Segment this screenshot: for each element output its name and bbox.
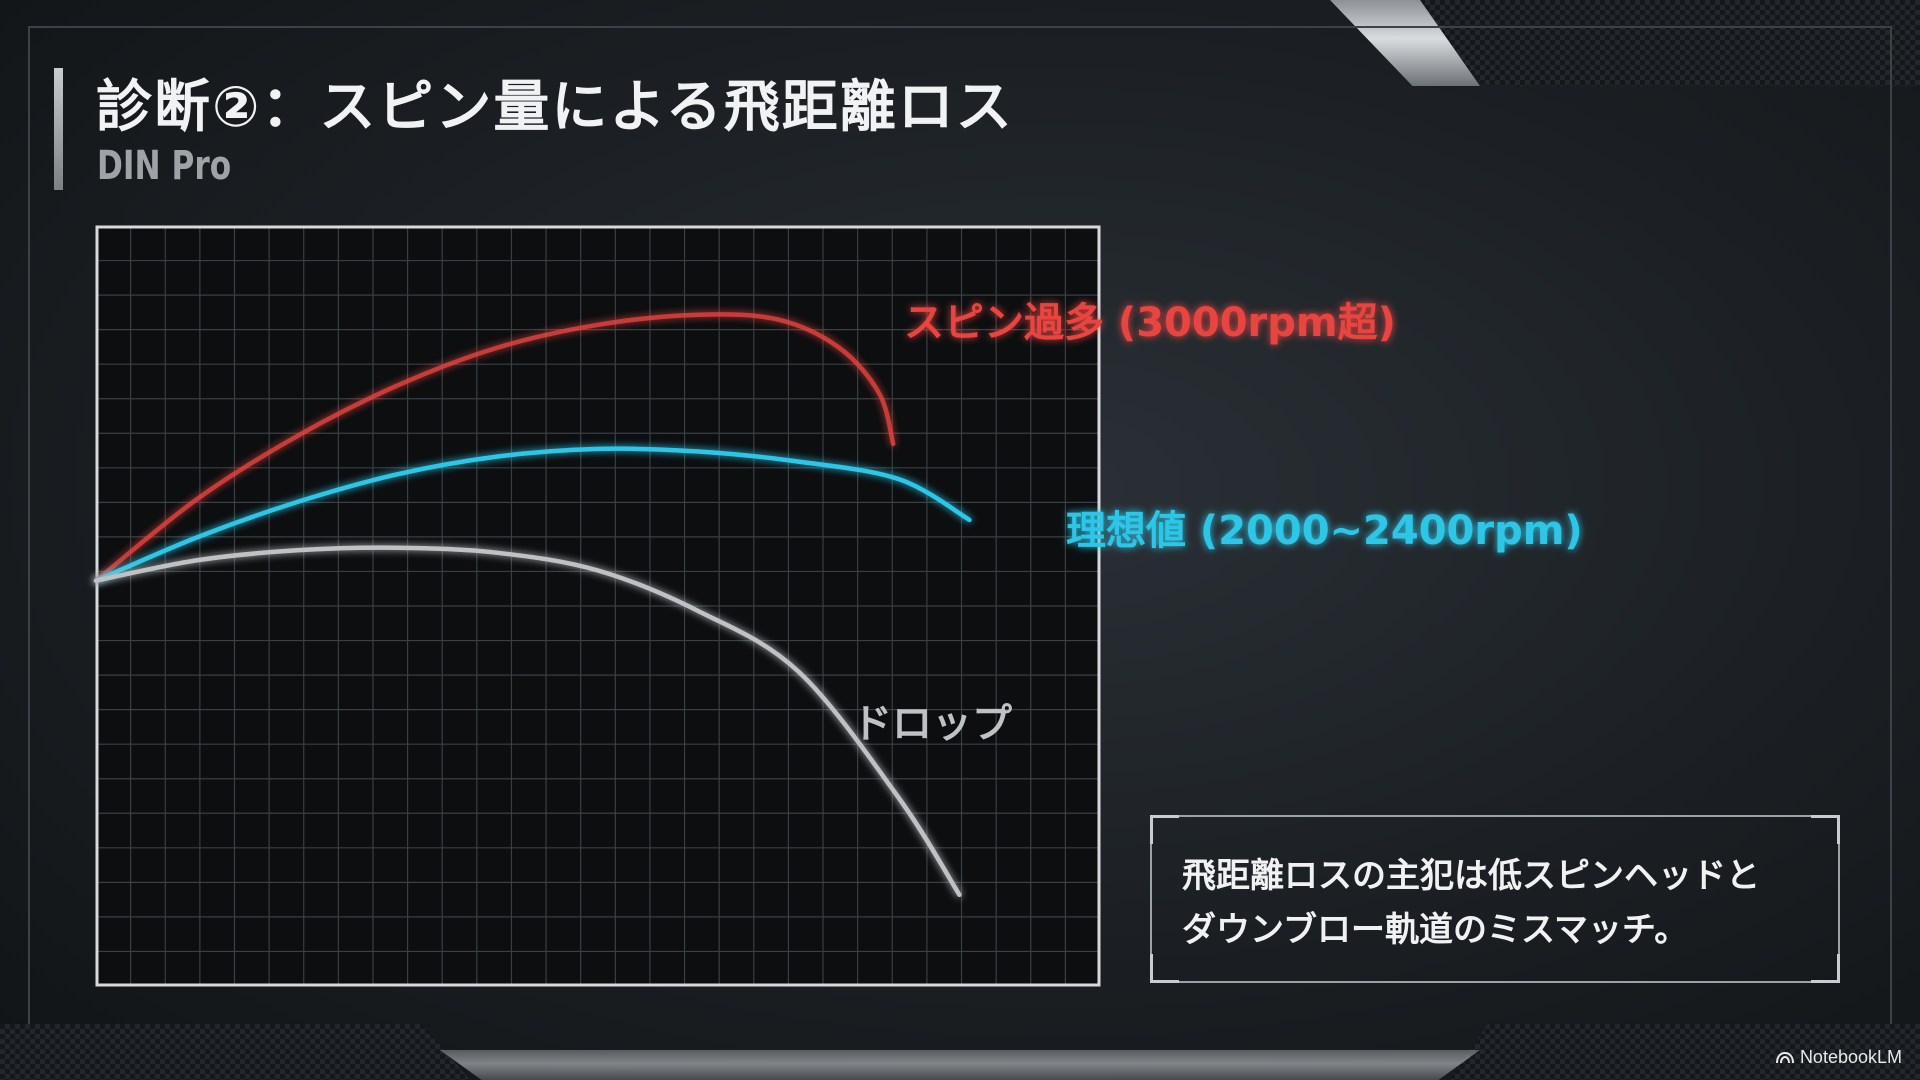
- series-drop-label: ドロップ: [852, 701, 1012, 747]
- callout-line-2: ダウンブロー軌道のミスマッチ。: [1182, 910, 1689, 950]
- series-excess-spin-group: [93, 312, 896, 583]
- series-drop-group: [93, 545, 962, 898]
- summary-callout: 飛距離ロスの主犯は低スピンヘッドと ダウンブロー軌道のミスマッチ。: [1150, 815, 1840, 983]
- slide-subtitle: DIN Pro: [97, 143, 232, 189]
- series-ideal-group: [93, 446, 972, 583]
- series-ideal-label: 理想値 (2000~2400rpm): [1066, 508, 1583, 554]
- callout-text: 飛距離ロスの主犯は低スピンヘッドと ダウンブロー軌道のミスマッチ。: [1182, 849, 1820, 957]
- plot-border: [95, 225, 1101, 987]
- carbon-fiber-bottom-right: [1450, 1024, 1920, 1080]
- carbon-fiber-bottom-left: [0, 1024, 470, 1080]
- series-excess-spin-label: スピン過多 (3000rpm超): [904, 300, 1396, 346]
- callout-corner-tr: [1811, 815, 1840, 844]
- series-excess-spin-line: [93, 312, 896, 583]
- trajectory-chart: スピン過多 (3000rpm超) 理想値 (2000~2400rpm) ドロップ: [93, 225, 1583, 987]
- callout-border-bottom: [1176, 981, 1814, 983]
- notebooklm-logo-icon: [1775, 1051, 1794, 1063]
- callout-corner-br: [1811, 954, 1840, 983]
- series-ideal-line: [93, 446, 972, 583]
- slide-title: 診断②：スピン量による飛距離ロス: [96, 75, 1014, 140]
- series-drop-line: [93, 545, 962, 898]
- carbon-fiber-top-right: [1400, 0, 1920, 86]
- brand-watermark: NotebookLM: [1775, 1047, 1902, 1068]
- chart-svg: スピン過多 (3000rpm超) 理想値 (2000~2400rpm) ドロップ: [93, 225, 1583, 987]
- callout-corner-tl: [1150, 815, 1179, 844]
- callout-corner-bl: [1150, 954, 1179, 983]
- metal-accent-bottom: [440, 1050, 1480, 1080]
- title-accent-bar: [54, 68, 63, 190]
- callout-line-1: 飛距離ロスの主犯は低スピンヘッドと: [1182, 856, 1760, 896]
- brand-name: NotebookLM: [1799, 1047, 1902, 1067]
- grid: [96, 226, 1100, 986]
- callout-border-right: [1838, 841, 1840, 957]
- callout-border-left: [1150, 841, 1152, 957]
- callout-border-top: [1176, 815, 1814, 817]
- slide-frame: [28, 26, 1892, 1024]
